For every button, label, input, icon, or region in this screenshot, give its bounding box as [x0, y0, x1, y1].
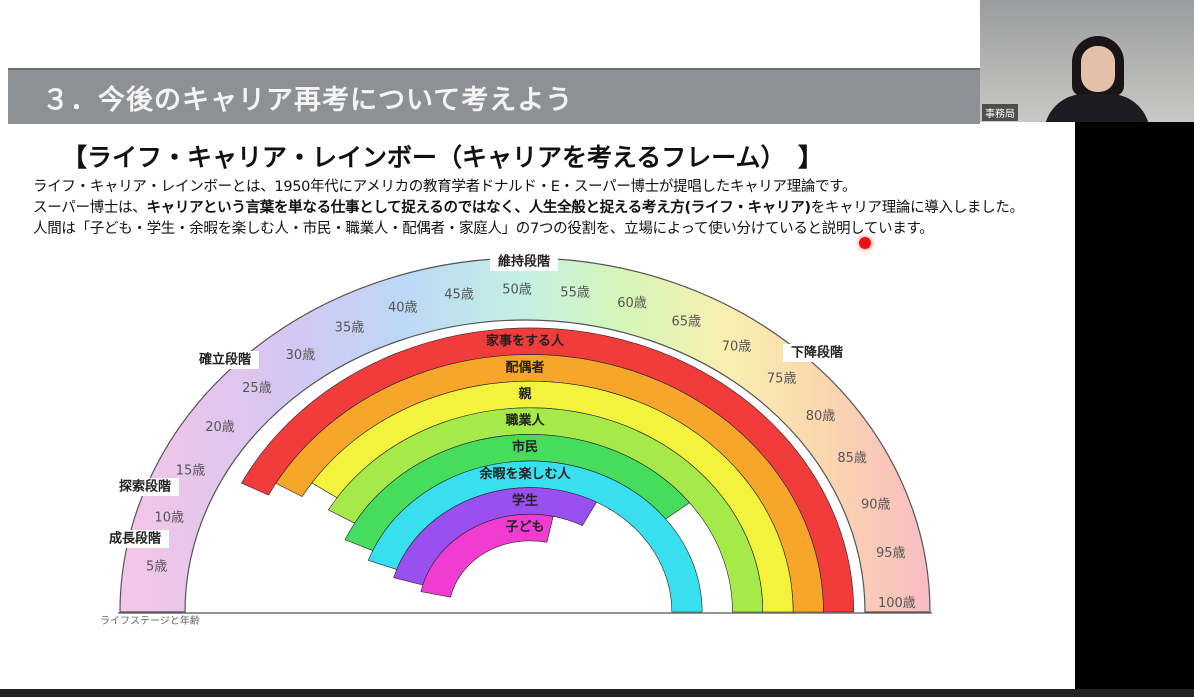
age-label: 50歳	[502, 283, 532, 298]
stage-label-bg	[783, 344, 851, 362]
role-label: 市民	[512, 439, 538, 455]
pointer	[859, 237, 871, 249]
age-label: 10歳	[154, 510, 184, 525]
caption: ライフステージと年齢	[100, 614, 200, 627]
age-label: 45歳	[444, 288, 474, 303]
role-label: 学生	[512, 492, 538, 508]
text: スーパー博士は、	[33, 200, 147, 216]
stage-label-bg	[490, 253, 558, 271]
age-label: 75歳	[767, 371, 797, 386]
text: をキャリア理論に導入しました。	[810, 200, 1024, 216]
right-panel	[1075, 122, 1194, 697]
bottom-strip	[0, 689, 1194, 697]
paragraph: スーパー博士は、キャリアという言葉を単なる仕事として捉えるのではなく、人生全般と…	[33, 196, 1024, 217]
person-face	[1081, 46, 1115, 92]
stage-label: 下降段階	[791, 345, 843, 361]
age-label: 70歳	[722, 340, 752, 355]
role-label: 職業人	[505, 413, 545, 429]
section-bar	[8, 68, 980, 124]
age-label: 15歳	[176, 464, 206, 479]
stage-label: 維持段階	[498, 254, 550, 270]
paragraph: 人間は「子ども・学生・余暇を楽しむ人・市民・職業人・配偶者・家庭人」の7つの役割…	[33, 221, 934, 237]
stage-label-bg	[191, 351, 259, 369]
webcam: 事務局	[980, 0, 1194, 122]
age-label: 30歳	[286, 348, 316, 363]
stage-label-bg	[111, 478, 179, 496]
stage-label: 探索段階	[119, 479, 171, 495]
role-label: 親	[518, 386, 531, 402]
stage-label-bg	[101, 530, 169, 548]
slide-top	[8, 0, 980, 68]
age-label: 80歳	[806, 409, 836, 424]
age-label: 20歳	[205, 420, 235, 435]
age-label: 100歳	[878, 596, 916, 611]
heading: 【ライフ・キャリア・レインボー（キャリアを考えるフレーム） 】	[62, 143, 824, 172]
stage-label: 確立段階	[199, 352, 251, 368]
role-label: 家事をする人	[486, 333, 565, 349]
section-title: ３．今後のキャリア再考について考えよう	[42, 85, 574, 116]
participant-name: 事務局	[982, 104, 1018, 121]
paragraph: ライフ・キャリア・レインボーとは、1950年代にアメリカの教育学者ドナルド・E・…	[33, 179, 857, 195]
role-band	[420, 513, 554, 598]
age-label: 55歳	[560, 285, 590, 300]
rainbow-diagram: ライフステージと年齢 5歳 10歳 15歳 20歳 25歳 30歳 35歳 40歳 45歳 50歳…	[100, 253, 932, 627]
age-label: 40歳	[388, 300, 418, 315]
age-label: 65歳	[671, 314, 701, 329]
life-stage-arch	[119, 257, 931, 613]
age-label: 90歳	[861, 497, 891, 512]
age-label: 60歳	[617, 296, 647, 311]
age-label: 25歳	[242, 381, 272, 396]
bold-text: キャリアという言葉を単なる仕事として捉えるのではなく、人生全般と捉える考え方(ラ…	[146, 200, 811, 216]
role-label: 子ども	[505, 520, 544, 535]
age-label: 85歳	[837, 451, 867, 466]
stage-label: 成長段階	[109, 531, 161, 547]
role-label: 余暇を楽しむ人	[478, 466, 571, 482]
age-label: 35歳	[335, 321, 365, 336]
age-label: 95歳	[876, 546, 906, 561]
role-label: 配偶者	[505, 359, 544, 375]
age-label: 5歳	[146, 560, 167, 575]
